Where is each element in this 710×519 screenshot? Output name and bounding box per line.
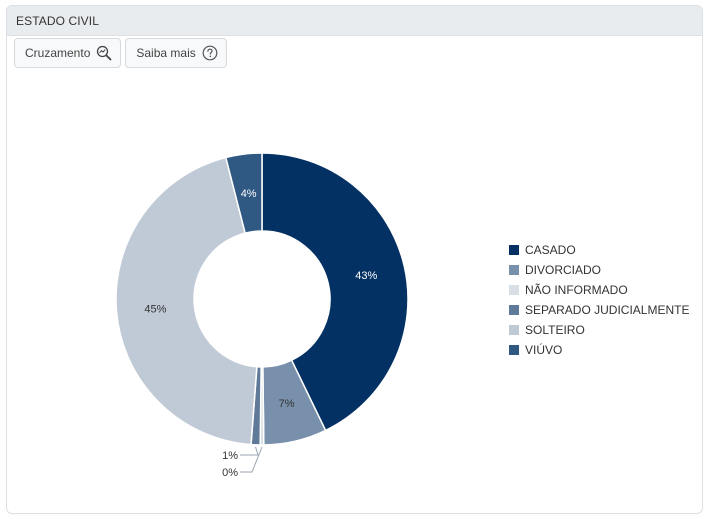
chart-legend: CASADO DIVORCIADO NÃO INFORMADO SEPARADO JU… — [509, 240, 689, 360]
slice-label-separado-judicialmente: 1% — [222, 450, 238, 462]
legend-label: CASADO — [525, 243, 576, 257]
legend-swatch — [509, 345, 519, 355]
legend-swatch — [509, 325, 519, 335]
slice-label-casado: 43% — [355, 270, 377, 282]
saiba-mais-button[interactable]: Saiba mais — [125, 38, 227, 68]
legend-item-solteiro[interactable]: SOLTEIRO — [509, 320, 689, 340]
saiba-mais-label: Saiba mais — [136, 46, 196, 60]
panel-title: ESTADO CIVIL — [16, 13, 99, 28]
donut-slice-viuvo[interactable] — [224, 152, 263, 235]
legend-item-separado-judicialmente[interactable]: SEPARADO JUDICIALMENTE — [509, 300, 689, 320]
legend-swatch — [509, 305, 519, 315]
slice-label-nao-informado: 0% — [222, 467, 238, 479]
cruzamento-label: Cruzamento — [25, 46, 91, 60]
legend-label: NÃO INFORMADO — [525, 283, 628, 297]
slice-label-viuvo: 4% — [241, 188, 257, 200]
chart-toolbar: Cruzamento Saiba mais — [14, 38, 227, 68]
slice-label-divorciado: 7% — [279, 398, 295, 410]
donut-slice-solteiro[interactable] — [115, 156, 258, 446]
legend-item-divorciado[interactable]: DIVORCIADO — [509, 260, 689, 280]
cruzamento-button[interactable]: Cruzamento — [14, 38, 122, 68]
legend-label: DIVORCIADO — [525, 263, 602, 277]
legend-label: VIÚVO — [525, 343, 563, 357]
panel-header: ESTADO CIVIL — [7, 6, 702, 36]
legend-swatch — [509, 265, 519, 275]
leader-line-separado-judicialmente — [240, 446, 259, 456]
legend-label: SOLTEIRO — [525, 323, 585, 337]
magnifier-zoom-icon — [96, 45, 112, 61]
question-circle-icon — [202, 45, 218, 61]
legend-item-viuvo[interactable]: VIÚVO — [509, 340, 689, 360]
legend-swatch — [509, 285, 519, 295]
legend-item-casado[interactable]: CASADO — [509, 240, 689, 260]
legend-item-nao-informado[interactable]: NÃO INFORMADO — [509, 280, 689, 300]
legend-swatch — [509, 245, 519, 255]
legend-label: SEPARADO JUDICIALMENTE — [525, 303, 690, 317]
slice-label-solteiro: 45% — [144, 303, 166, 315]
leader-line-nao-informado — [240, 446, 263, 473]
donut-slice-casado[interactable] — [261, 152, 409, 432]
